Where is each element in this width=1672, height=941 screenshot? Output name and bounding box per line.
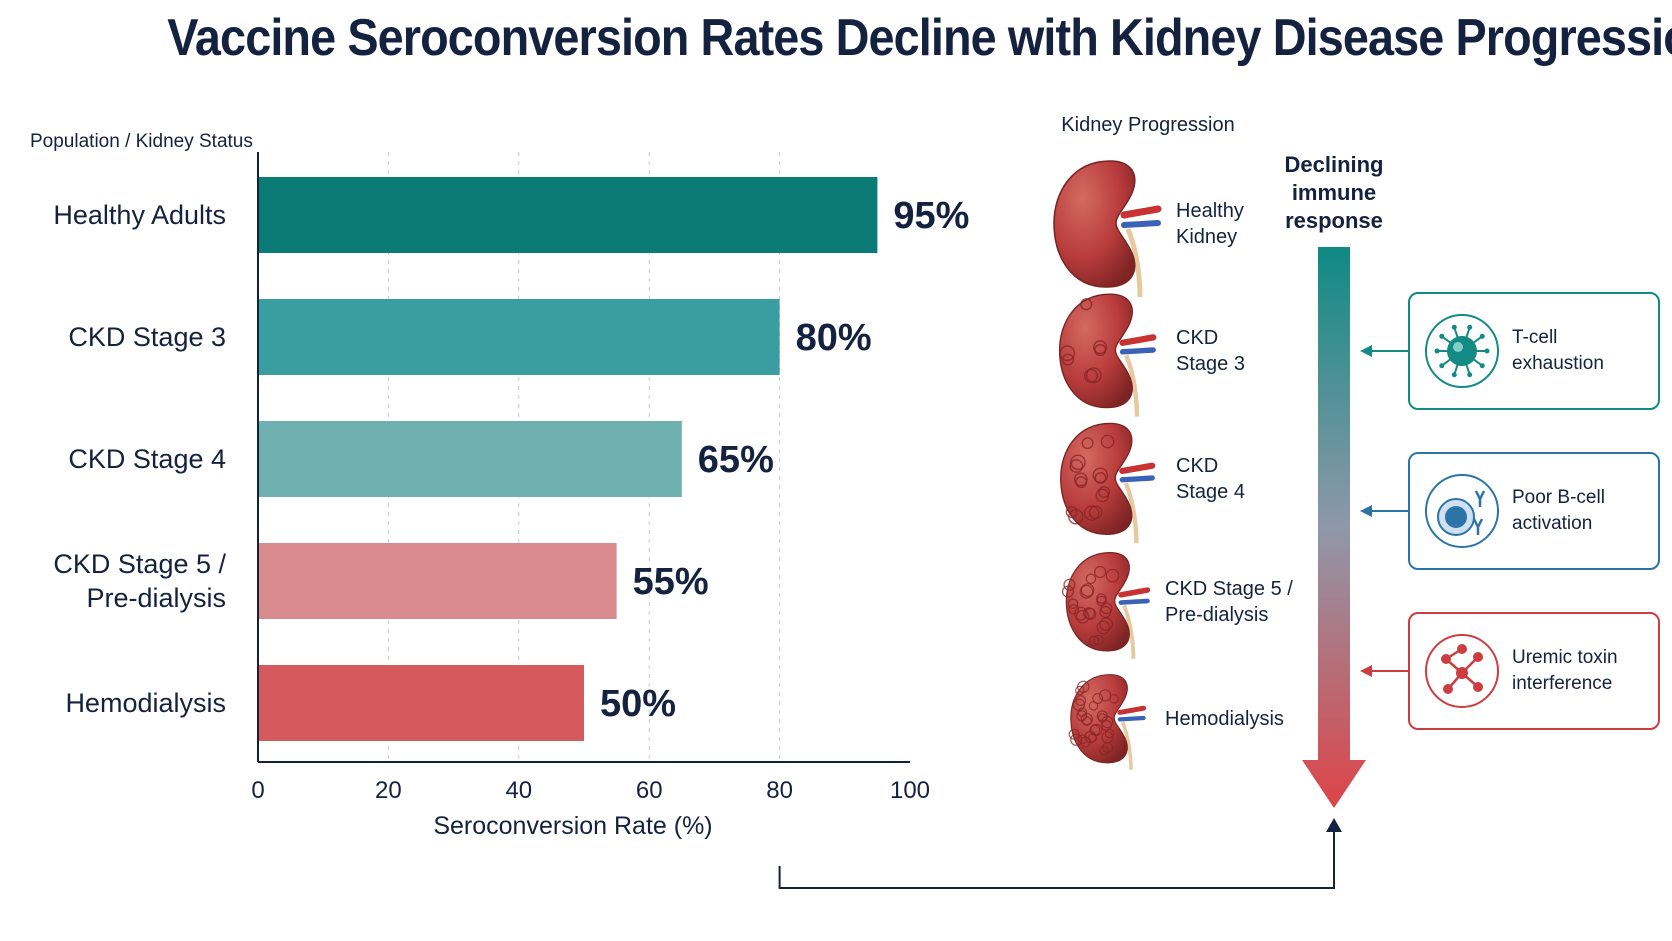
category-label: Hemodialysis (65, 688, 226, 718)
kidney-stage-label: Healthy (1176, 200, 1244, 222)
bar-value-label: 50% (600, 683, 676, 725)
kidney-icon (1053, 160, 1162, 298)
bar-value-label: 55% (633, 561, 709, 603)
mechanism-pointer-head (1360, 345, 1372, 357)
molecule-icon (1425, 634, 1499, 708)
mechanism-label: Uremic toxin interference (1512, 647, 1618, 694)
bar (258, 421, 682, 497)
b-cell-icon (1425, 474, 1499, 548)
kidney-icon (1060, 422, 1156, 544)
category-label: Pre-dialysis (86, 583, 226, 613)
category-label: CKD Stage 4 (68, 444, 226, 474)
y-axis-label: Population / Kidney Status (30, 131, 253, 152)
kidney-icon (1058, 293, 1157, 417)
x-tick-label: 100 (890, 777, 930, 804)
x-tick-label: 40 (505, 777, 532, 804)
bar (258, 177, 878, 253)
kidney-icon (1068, 674, 1147, 770)
x-axis-label: Seroconversion Rate (%) (433, 812, 712, 840)
mechanism-pointer-head (1360, 665, 1372, 677)
kidney-stage-label: Pre-dialysis (1165, 604, 1268, 626)
bar-value-label: 80% (796, 317, 872, 359)
x-tick-label: 60 (636, 777, 663, 804)
mechanism-card: Poor B-cell activation (1408, 452, 1660, 570)
page-title: Vaccine Seroconversion Rates Decline wit… (167, 9, 1672, 67)
x-tick-label: 20 (375, 777, 402, 804)
bar (258, 665, 584, 741)
x-tick-label: 0 (251, 777, 264, 804)
immune-heading: immune (1292, 180, 1376, 205)
immune-heading: response (1285, 208, 1383, 233)
mechanism-card: T-cell exhaustion (1408, 292, 1660, 410)
bar (258, 543, 617, 619)
mechanism-label: T-cell exhaustion (1512, 327, 1604, 374)
category-label: Healthy Adults (53, 200, 226, 230)
category-label: CKD Stage 5 / (53, 549, 226, 579)
mechanism-label: Poor B-cell activation (1512, 487, 1605, 534)
kidney-stage-label: CKD (1176, 327, 1218, 349)
immune-heading: Declining (1284, 152, 1383, 177)
bar (258, 299, 780, 375)
category-label: CKD Stage 3 (68, 322, 226, 352)
kidney-stage-label: Kidney (1176, 226, 1237, 248)
progression-heading: Kidney Progression (1061, 114, 1234, 136)
kidney-stage-label: Stage 3 (1176, 353, 1245, 375)
kidney-icon (1061, 552, 1151, 659)
kidney-stage-label: Stage 4 (1176, 481, 1245, 503)
connector-arrowhead (1326, 818, 1342, 832)
kidney-stage-label: CKD (1176, 455, 1218, 477)
kidney-stage-label: CKD Stage 5 / (1165, 578, 1293, 600)
kidney-stage-label: Hemodialysis (1165, 708, 1284, 730)
x-tick-label: 80 (766, 777, 793, 804)
mechanism-card: Uremic toxin interference (1408, 612, 1660, 730)
connector-line (778, 830, 1335, 889)
bar-value-label: 95% (893, 195, 969, 237)
t-cell-icon (1425, 314, 1499, 388)
mechanism-pointer-head (1360, 505, 1372, 517)
bar-value-label: 65% (698, 439, 774, 481)
declining-arrow (1302, 247, 1366, 808)
